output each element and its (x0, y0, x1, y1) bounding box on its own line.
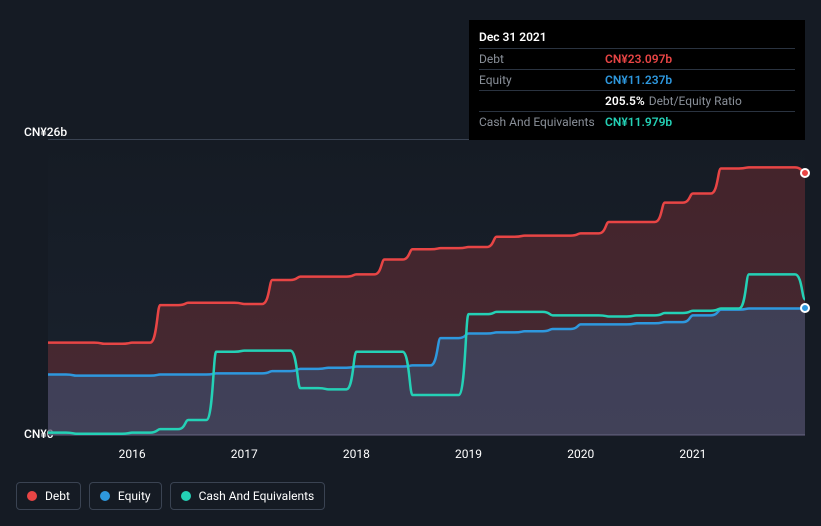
tooltip-ratio-value: 205.5% (605, 94, 645, 108)
tooltip-date: Dec 31 2021 (479, 28, 795, 48)
x-axis-tick-label: 2021 (679, 447, 706, 461)
swatch-icon (100, 491, 110, 501)
legend-label: Cash And Equivalents (199, 489, 315, 503)
tooltip-ratio: 205.5% Debt/Equity Ratio (605, 94, 742, 108)
x-axis-tick-label: 2017 (231, 447, 258, 461)
tooltip-label: Cash And Equivalents (479, 115, 605, 129)
tooltip-ratio-label: Debt/Equity Ratio (649, 94, 742, 108)
plot-area[interactable] (48, 139, 805, 435)
swatch-icon (27, 491, 37, 501)
tooltip-row-equity: Equity CN¥11.237b (479, 69, 795, 90)
tooltip-row-ratio: 205.5% Debt/Equity Ratio (479, 90, 795, 111)
tooltip-value: CN¥23.097b (605, 52, 672, 66)
tooltip-value: CN¥11.237b (605, 73, 672, 87)
swatch-icon (181, 491, 191, 501)
x-axis-labels: 2016 2017 2018 2019 2020 2021 (48, 447, 805, 465)
x-axis-tick-label: 2016 (119, 447, 146, 461)
x-axis-tick-label: 2020 (567, 447, 594, 461)
chart-tooltip: Dec 31 2021 Debt CN¥23.097b Equity CN¥11… (469, 20, 805, 140)
tooltip-value: CN¥11.979b (605, 115, 672, 129)
x-axis-tick-label: 2019 (455, 447, 482, 461)
y-axis-label-top: CN¥26b (24, 125, 67, 139)
legend-label: Debt (45, 489, 70, 503)
series-marker (800, 168, 810, 178)
tooltip-label: Debt (479, 52, 605, 66)
legend-item-cash[interactable]: Cash And Equivalents (170, 482, 326, 510)
chart-container: CN¥26b CN¥0 201620172018201920202021 (16, 125, 805, 465)
legend-label: Equity (118, 489, 151, 503)
series-marker (800, 303, 810, 313)
legend-item-debt[interactable]: Debt (16, 482, 81, 510)
chart-svg (48, 140, 805, 436)
tooltip-row-cash: Cash And Equivalents CN¥11.979b (479, 111, 795, 132)
tooltip-label (479, 94, 605, 108)
legend-item-equity[interactable]: Equity (89, 482, 162, 510)
x-axis-tick-label: 2018 (343, 447, 370, 461)
legend: Debt Equity Cash And Equivalents (16, 482, 325, 510)
tooltip-label: Equity (479, 73, 605, 87)
tooltip-row-debt: Debt CN¥23.097b (479, 48, 795, 69)
